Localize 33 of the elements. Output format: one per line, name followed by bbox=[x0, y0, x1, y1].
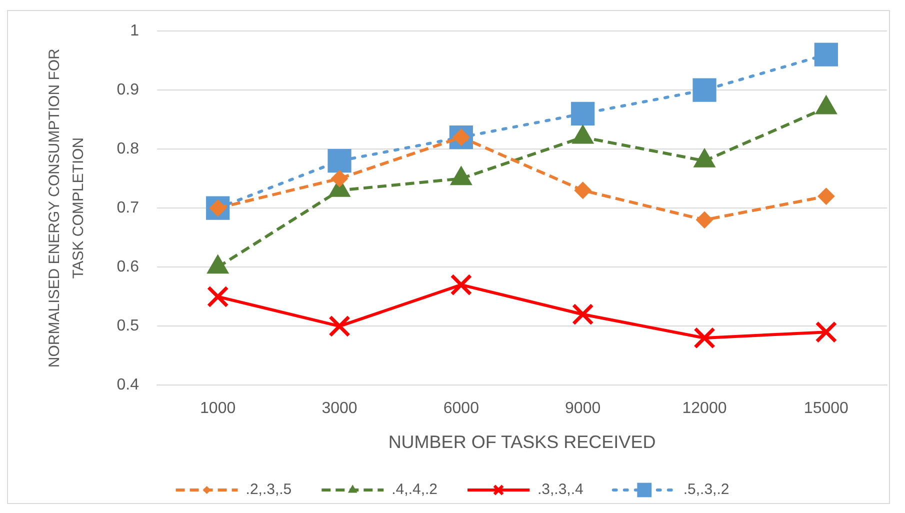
y-tick-label: 0.4 bbox=[116, 376, 140, 394]
point bbox=[696, 211, 713, 228]
point bbox=[328, 149, 352, 173]
point bbox=[571, 102, 595, 126]
point bbox=[814, 42, 838, 66]
legend-label: .4,.4,.2 bbox=[392, 481, 438, 498]
point bbox=[331, 170, 348, 188]
point bbox=[574, 182, 592, 199]
x-axis-title: NUMBER OF TASKS RECEIVED bbox=[388, 432, 656, 452]
legend-label: .3,.3,.4 bbox=[538, 481, 584, 498]
y-tick-label: 0.5 bbox=[116, 318, 140, 335]
point bbox=[572, 303, 594, 326]
point bbox=[206, 286, 229, 308]
y-tick-label: 0.8 bbox=[116, 140, 140, 158]
x-tick-label: 6000 bbox=[443, 400, 480, 418]
x-tick-label: 9000 bbox=[565, 400, 601, 418]
x-tick-label: 15000 bbox=[804, 400, 849, 418]
x-tick-label: 12000 bbox=[682, 400, 727, 418]
legend-label: .5,.3,.2 bbox=[683, 481, 730, 498]
point bbox=[694, 327, 716, 349]
point bbox=[692, 78, 716, 102]
point bbox=[328, 315, 350, 338]
y-axis-title: NORMALISED ENERGY CONSUMPTION FOR TASK COMPLETION bbox=[46, 48, 88, 368]
point bbox=[450, 274, 472, 296]
x-tick-label: 1000 bbox=[200, 400, 236, 418]
y-tick-label: 0.9 bbox=[116, 81, 140, 98]
point bbox=[815, 321, 838, 344]
y-tick-label: 0.7 bbox=[116, 200, 140, 217]
point bbox=[818, 188, 835, 205]
y-tick-label: 1 bbox=[130, 22, 140, 40]
x-tick-label: 3000 bbox=[322, 400, 358, 418]
y-tick-label: 0.6 bbox=[116, 258, 140, 276]
legend-label: .2,.3,.5 bbox=[246, 481, 292, 498]
